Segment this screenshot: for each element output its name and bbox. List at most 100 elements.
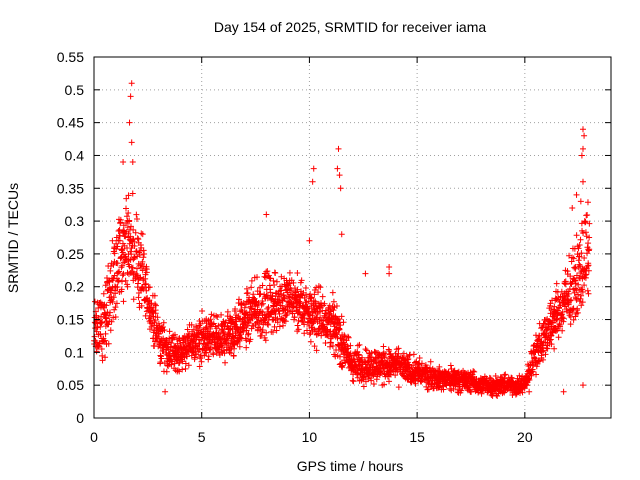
data-point xyxy=(131,255,138,262)
data-point xyxy=(309,178,316,185)
data-point xyxy=(550,313,557,320)
data-point xyxy=(315,283,322,290)
data-point xyxy=(113,240,120,247)
data-point xyxy=(110,261,117,268)
data-point xyxy=(585,262,592,269)
data-point xyxy=(329,343,336,350)
data-point xyxy=(114,260,121,267)
y-tick-label: 0.25 xyxy=(57,246,84,262)
data-point xyxy=(125,192,132,199)
data-point xyxy=(146,297,153,304)
data-point xyxy=(362,270,369,277)
data-point xyxy=(127,256,134,263)
data-point xyxy=(533,371,540,378)
data-point xyxy=(247,317,254,324)
data-point xyxy=(270,303,277,310)
data-point xyxy=(399,372,406,379)
data-point xyxy=(259,327,266,334)
data-point xyxy=(579,178,586,185)
data-point xyxy=(114,243,121,250)
data-point xyxy=(586,220,593,227)
data-point xyxy=(107,309,114,316)
data-point xyxy=(579,286,586,293)
data-point xyxy=(269,292,276,299)
data-point xyxy=(412,359,419,366)
data-point xyxy=(206,346,213,353)
data-point xyxy=(294,322,301,329)
data-point xyxy=(199,307,206,314)
data-point xyxy=(410,351,417,358)
data-point xyxy=(566,252,573,259)
x-tick-label: 20 xyxy=(517,429,533,445)
data-point xyxy=(126,119,133,126)
data-point xyxy=(569,309,576,316)
data-point xyxy=(395,350,402,357)
data-point xyxy=(132,229,139,236)
data-point xyxy=(269,329,276,336)
data-point xyxy=(584,211,591,218)
data-point xyxy=(185,362,192,369)
data-point xyxy=(555,334,562,341)
x-tick-label: 0 xyxy=(90,429,98,445)
data-point xyxy=(494,393,501,400)
data-point xyxy=(307,295,314,302)
data-point xyxy=(152,302,159,309)
data-point xyxy=(581,255,588,262)
data-point xyxy=(143,287,150,294)
data-point xyxy=(574,305,581,312)
data-point xyxy=(112,290,119,297)
data-point xyxy=(120,298,127,305)
y-tick-label: 0.1 xyxy=(65,344,85,360)
data-point xyxy=(576,253,583,260)
data-point xyxy=(97,331,104,338)
data-point xyxy=(157,352,164,359)
data-point xyxy=(301,321,308,328)
data-point xyxy=(118,278,125,285)
data-point xyxy=(339,362,346,369)
data-point xyxy=(577,262,584,269)
data-point xyxy=(534,361,541,368)
data-point xyxy=(538,348,545,355)
data-point xyxy=(256,320,263,327)
data-point xyxy=(330,307,337,314)
data-point xyxy=(311,343,318,350)
data-point xyxy=(179,358,186,365)
data-point xyxy=(243,285,250,292)
data-point xyxy=(575,264,582,271)
data-point xyxy=(540,347,547,354)
y-tick-label: 0 xyxy=(76,410,84,426)
data-point xyxy=(570,255,577,262)
data-point xyxy=(306,331,313,338)
data-point xyxy=(336,326,343,333)
data-point xyxy=(288,286,295,293)
data-point xyxy=(395,384,402,391)
y-tick-label: 0.2 xyxy=(65,279,85,295)
data-point xyxy=(243,337,250,344)
data-point xyxy=(145,301,152,308)
data-point xyxy=(365,375,372,382)
data-point xyxy=(578,250,585,257)
data-point xyxy=(554,327,561,334)
data-point xyxy=(306,237,313,244)
data-point xyxy=(286,269,293,276)
data-point xyxy=(359,354,366,361)
data-point xyxy=(202,325,209,332)
data-point xyxy=(220,347,227,354)
data-point xyxy=(110,314,117,321)
data-point xyxy=(208,311,215,318)
data-point xyxy=(124,283,131,290)
data-point xyxy=(122,277,129,284)
data-point xyxy=(133,265,140,272)
data-point xyxy=(279,322,286,329)
data-point xyxy=(201,352,208,359)
data-point xyxy=(329,289,336,296)
data-point xyxy=(333,330,340,337)
data-point xyxy=(263,211,270,218)
data-point xyxy=(118,286,125,293)
data-point xyxy=(139,258,146,265)
data-point xyxy=(315,289,322,296)
data-point xyxy=(310,165,317,172)
data-point xyxy=(289,310,296,317)
data-point xyxy=(105,312,112,319)
data-point xyxy=(224,308,231,315)
